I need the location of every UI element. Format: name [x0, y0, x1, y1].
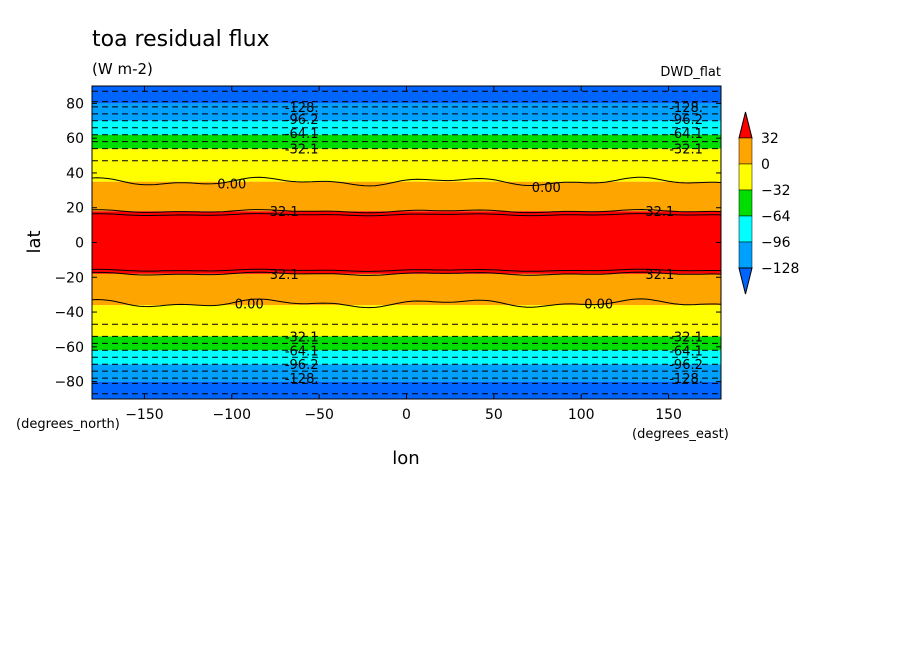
color-band-6 — [92, 211, 721, 274]
solid-contour-3 — [92, 268, 722, 272]
contour-label-2: -96.2 — [285, 113, 319, 128]
contour-label-4: -64.1 — [285, 127, 319, 142]
x-tick-label-5: 100 — [568, 407, 595, 423]
x-tick-label-0: −150 — [125, 407, 163, 423]
contour-label-18: -64.1 — [285, 344, 319, 359]
contour-label-17: -32.1 — [669, 330, 703, 345]
dashed-contours — [92, 90, 721, 395]
colorbar-label-5: −128 — [761, 261, 799, 277]
contour-label-16: -32.1 — [285, 330, 319, 345]
contour-label-20: -96.2 — [285, 358, 319, 373]
chart-units: (W m-2) — [92, 60, 153, 78]
contour-label-9: 0.00 — [532, 181, 561, 196]
y-tick-label-4: 0 — [75, 236, 84, 252]
contour-label-8: 0.00 — [217, 177, 246, 192]
contour-label-12: 32.1 — [270, 268, 299, 283]
contour-label-11: 32.1 — [645, 205, 674, 220]
x-tick-label-3: 0 — [402, 407, 411, 423]
y-tick-label-8: 80 — [66, 96, 84, 112]
colorbar-swatch-3 — [738, 189, 753, 217]
color-band-0 — [92, 381, 721, 399]
contour-label-10: 32.1 — [270, 205, 299, 220]
contour-label-22: -128. — [285, 372, 319, 387]
x-tick-label-6: 150 — [655, 407, 682, 423]
y-tick-label-2: −40 — [54, 305, 84, 321]
dataset-label: DWD_flat — [660, 65, 721, 80]
y-axis-label: lat — [24, 230, 45, 253]
x-tick-label-4: 50 — [485, 407, 503, 423]
color-bands — [92, 86, 721, 399]
colorbar-label-3: −64 — [761, 209, 791, 225]
colorbar-label-4: −96 — [761, 235, 791, 251]
colorbar-top-arrow — [738, 111, 753, 139]
contour-labels: -128. -128.-96.2 -96.2-64.1 -64.1-32.1 -32.1… — [217, 101, 703, 387]
contour-label-1: -128. — [669, 101, 703, 116]
colorbar-swatch-4 — [738, 215, 753, 243]
contour-label-13: 32.1 — [645, 268, 674, 283]
y-axis-units: (degrees_north) — [16, 417, 120, 432]
x-tick-label-1: −100 — [213, 407, 251, 423]
contour-label-6: -32.1 — [285, 143, 319, 158]
contour-label-0: -128. — [285, 101, 319, 116]
colorbar-swatch-2 — [738, 163, 753, 191]
y-tick-label-3: −20 — [54, 270, 84, 286]
contour-label-7: -32.1 — [669, 143, 703, 158]
solid-contour-2 — [91, 213, 722, 217]
colorbar-bottom-arrow — [738, 267, 753, 295]
contour-label-3: -96.2 — [669, 113, 703, 128]
x-axis-ticks: −150 −100 −50 0 50 100 150 — [125, 86, 682, 423]
y-tick-label-1: −60 — [54, 340, 84, 356]
color-band-1 — [92, 364, 721, 382]
solid-contours — [91, 176, 722, 309]
y-tick-label-7: 60 — [66, 131, 84, 147]
contour-label-15: 0.00 — [584, 297, 613, 312]
color-band-7 — [92, 181, 721, 212]
y-axis-ticks: −80 −60 −40 −20 0 20 40 60 80 — [54, 96, 721, 391]
colorbar-label-2: −32 — [761, 183, 791, 199]
solid-contour-5 — [91, 298, 722, 309]
contour-label-5: -64.1 — [669, 127, 703, 142]
contour-label-14: 0.00 — [235, 297, 264, 312]
y-tick-label-6: 40 — [66, 166, 84, 182]
chart-title: toa residual flux — [92, 27, 270, 52]
solid-contour-1 — [92, 208, 722, 214]
x-axis-units: (degrees_east) — [632, 427, 729, 442]
solid-contour-0 — [91, 176, 722, 187]
contour-label-23: -128. — [669, 372, 703, 387]
colorbar: 32 0 −32 −64 −96 −128 — [738, 111, 799, 295]
color-band-8 — [92, 148, 721, 182]
colorbar-label-0: 32 — [761, 131, 779, 147]
contour-label-21: -96.2 — [669, 358, 703, 373]
contour-label-19: -64.1 — [669, 344, 703, 359]
color-band-12 — [92, 86, 721, 104]
solid-contour-4 — [92, 271, 722, 276]
y-tick-label-5: 20 — [66, 201, 84, 217]
x-tick-label-2: −50 — [304, 407, 334, 423]
colorbar-swatch-5 — [738, 241, 753, 269]
colorbar-label-1: 0 — [761, 157, 770, 173]
color-band-4 — [92, 305, 721, 337]
y-tick-label-0: −80 — [54, 375, 84, 391]
x-axis-label: lon — [392, 448, 419, 469]
colorbar-swatch-1 — [738, 137, 753, 165]
color-band-11 — [92, 103, 721, 121]
color-band-5 — [92, 273, 721, 306]
